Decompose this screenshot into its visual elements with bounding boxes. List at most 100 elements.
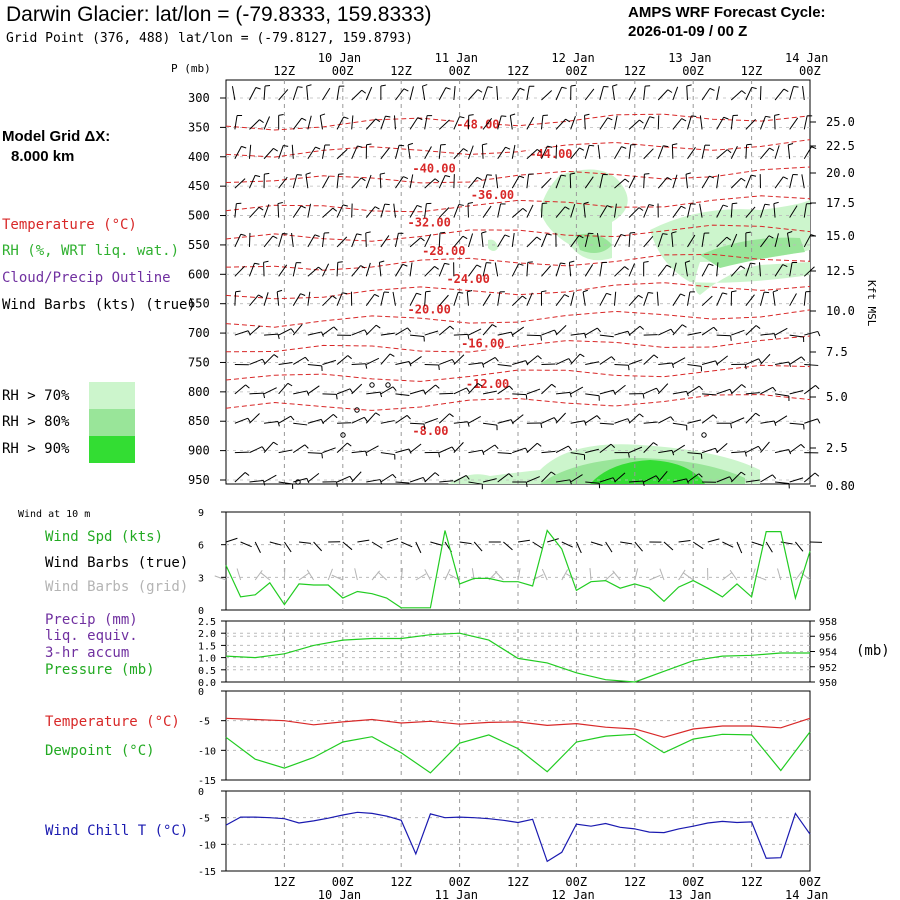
wind-barb	[774, 327, 788, 336]
wind-barb-flag	[536, 442, 542, 447]
wind-barb-flag	[347, 442, 352, 447]
wind-barb	[643, 236, 654, 248]
wind-barb	[365, 86, 373, 101]
precip-accum-label: 3-hr accum	[45, 645, 130, 661]
wind-barb	[687, 385, 700, 395]
wind-barb	[614, 363, 629, 366]
wind-barb	[599, 443, 612, 454]
top-date-label: 11 Jan	[435, 51, 478, 65]
wind-barb-flag	[670, 328, 675, 334]
height-tick-label: 12.5	[826, 264, 855, 278]
wind-barb	[234, 291, 237, 306]
wind-barb	[628, 263, 635, 277]
wind-barb	[336, 86, 340, 101]
wind-barb-flag	[800, 444, 805, 449]
true-wind-barb	[415, 541, 422, 554]
wind-barb	[730, 177, 742, 189]
wind-barb	[351, 177, 362, 189]
calm-wind-circle	[295, 479, 301, 485]
wind-barb-flag	[438, 452, 441, 458]
wind-barb	[701, 414, 714, 424]
wind-barb	[596, 233, 601, 248]
wind-barb	[409, 237, 421, 248]
wind-barb	[453, 333, 468, 336]
wind-barb	[321, 232, 325, 247]
wind-barb-flag	[273, 354, 279, 358]
true-wind-barb	[605, 541, 613, 553]
wind-barb	[803, 385, 816, 395]
wind-barb-flag	[300, 293, 306, 296]
pressure-tick-label: 300	[188, 91, 210, 105]
grid-wind-barb	[354, 568, 358, 581]
wind-barb-flag	[627, 365, 630, 371]
wind-barb	[249, 175, 256, 189]
height-tick-label: 10.0	[826, 304, 855, 318]
wind-barb	[276, 291, 280, 306]
wind-barb	[597, 144, 601, 159]
grid-wind-barb	[605, 571, 615, 581]
temperature-contour	[225, 166, 811, 184]
wind-barb-flag	[425, 290, 431, 293]
wind-barb	[351, 416, 365, 424]
wind-barb	[351, 265, 362, 277]
wind-barb	[584, 88, 595, 101]
wind-barb-flag	[732, 202, 738, 205]
wind-barb	[394, 145, 400, 159]
wind-barb	[730, 90, 743, 101]
bottom-time-label: 00Z	[682, 875, 704, 889]
wind-barb-flag	[301, 117, 307, 121]
legend-temperature: Temperature (°C)	[2, 217, 137, 233]
wind-barb-flag	[449, 325, 455, 330]
wind-barb	[541, 417, 555, 424]
legend-rh70-label: RH > 70%	[2, 388, 70, 404]
rh-shading-area	[540, 169, 628, 261]
wind-barb-flag	[360, 265, 366, 269]
wind-barb	[380, 332, 395, 336]
wind-barb	[378, 262, 382, 277]
wind-barb	[541, 450, 556, 454]
chart-title: Darwin Glacier: lat/lon = (-79.8333, 159…	[6, 3, 432, 26]
wind-barb	[307, 234, 316, 248]
wind-barb	[786, 233, 791, 248]
wind-barb	[424, 146, 432, 160]
grid-wind-barb	[649, 574, 661, 581]
wind-barb	[789, 356, 802, 365]
wind-barb	[526, 442, 538, 453]
dewpoint-line	[225, 731, 811, 774]
wind-barb	[599, 117, 609, 130]
true-wind-barb	[517, 539, 530, 543]
wind-barb	[380, 473, 393, 483]
wind-barb-flag	[422, 84, 428, 87]
wind-barb	[409, 205, 418, 218]
wind-barb	[410, 334, 425, 338]
top-time-label: 12Z	[390, 64, 412, 78]
contour-label-bg	[412, 162, 451, 175]
grid-wind-barb	[306, 569, 315, 581]
wind-barb	[671, 232, 674, 247]
wind-barb	[322, 326, 335, 336]
wind-barb-flag	[540, 335, 543, 341]
wind-barb	[759, 292, 765, 306]
true-wind-barb	[663, 541, 674, 551]
wind-barb	[409, 389, 424, 395]
bottom-time-label: 12Z	[507, 875, 529, 889]
wind-barb-flag	[653, 442, 658, 446]
wind-barb	[497, 452, 512, 455]
wind-barb	[526, 204, 534, 218]
wind-barb	[730, 115, 734, 130]
wind-barb	[277, 203, 280, 218]
wind-barb-flag	[713, 326, 718, 332]
wind-barb-flag	[423, 423, 426, 429]
wind-barb	[453, 421, 468, 424]
wind-barb-flag	[314, 234, 320, 237]
wind-barb	[555, 174, 562, 189]
wind-speed-tick-label: 0	[198, 606, 204, 617]
wind-barb	[468, 328, 482, 336]
true-wind-barb	[692, 541, 704, 550]
wind-barb-flag	[434, 472, 440, 477]
wind-barb-flag	[639, 119, 644, 124]
wind-barb-flag	[774, 113, 780, 116]
wind-barb	[774, 145, 780, 159]
grid-wind-barb	[678, 569, 686, 581]
wind-barb	[658, 416, 671, 424]
